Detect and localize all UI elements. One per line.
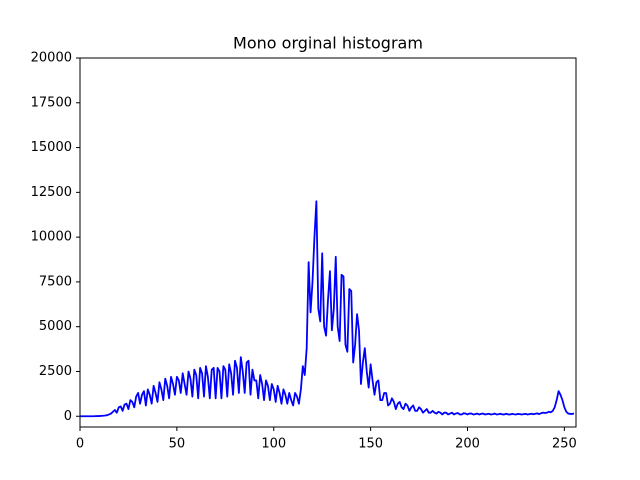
y-tick-label: 15000 bbox=[31, 140, 72, 155]
plot-frame bbox=[79, 57, 577, 428]
y-tick-label: 0 bbox=[64, 409, 72, 424]
y-tick-label: 12500 bbox=[31, 185, 72, 200]
x-tick-label: 250 bbox=[552, 437, 577, 452]
histogram-line bbox=[80, 200, 575, 418]
x-tick-label: 150 bbox=[358, 437, 383, 452]
y-tick-label: 5000 bbox=[39, 319, 72, 334]
x-tick-label: 200 bbox=[455, 437, 480, 452]
chart-title: Mono orginal histogram bbox=[233, 34, 423, 53]
x-tick-label: 50 bbox=[169, 437, 186, 452]
y-tick-label: 17500 bbox=[31, 95, 72, 110]
y-tick-label: 20000 bbox=[31, 51, 72, 66]
y-tick-label: 2500 bbox=[39, 364, 72, 379]
y-tick-label: 7500 bbox=[39, 274, 72, 289]
x-tick-label: 100 bbox=[261, 437, 286, 452]
x-tick-label: 0 bbox=[76, 437, 84, 452]
y-tick-label: 10000 bbox=[31, 230, 72, 245]
